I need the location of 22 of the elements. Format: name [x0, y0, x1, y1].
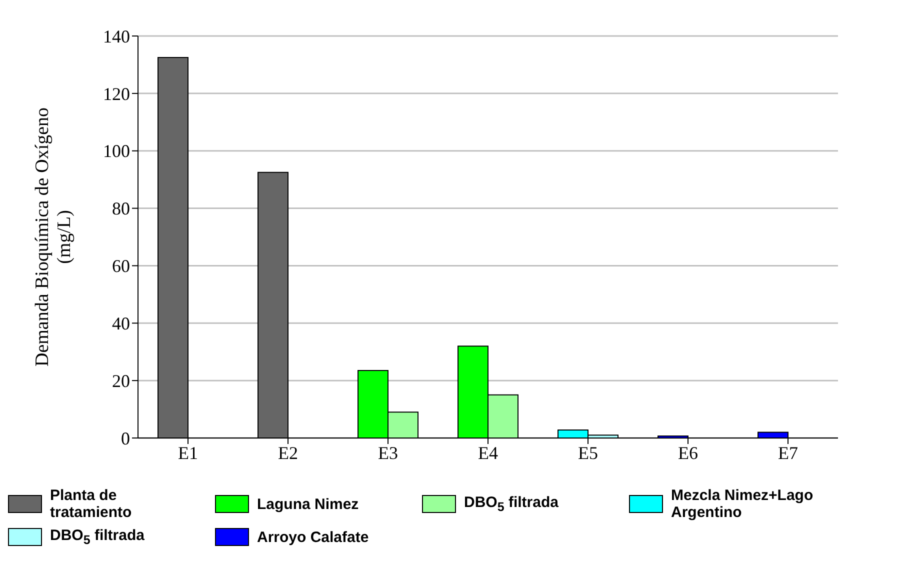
x-tick-label: E2	[278, 442, 298, 463]
x-tick-label: E5	[578, 442, 598, 463]
y-tick-label: 20	[112, 370, 130, 391]
y-tick-label: 60	[112, 256, 130, 276]
x-tick-label: E3	[378, 442, 398, 463]
y-tick-label: 120	[103, 84, 130, 104]
legend-label: Laguna Nimez	[257, 496, 359, 512]
x-tick-label: E6	[678, 442, 698, 463]
y-tick-label: 40	[112, 314, 130, 334]
y-tick-label: 140	[103, 26, 130, 46]
y-tick-label: 100	[103, 141, 130, 162]
legend-label: DBO$_{5}$ filtrada	[50, 527, 144, 547]
legend-label: Planta de tratamiento	[50, 487, 133, 521]
legend-label: Mezcla Nimez+Lago Argentino	[671, 487, 814, 521]
x-tick-label: E7	[778, 442, 798, 463]
y-axis-title: Demanda Bioquímica de Oxígeno (mg/L)	[32, 107, 75, 367]
y-tick-label: 0	[121, 428, 130, 448]
x-tick-label: E1	[178, 442, 198, 463]
y-tick-label: 80	[112, 198, 130, 219]
x-tick-label: E4	[478, 442, 498, 463]
legend-label: Arroyo Calafate	[257, 528, 369, 546]
legend-label: DBO$_{5}$ filtrada	[464, 494, 558, 514]
